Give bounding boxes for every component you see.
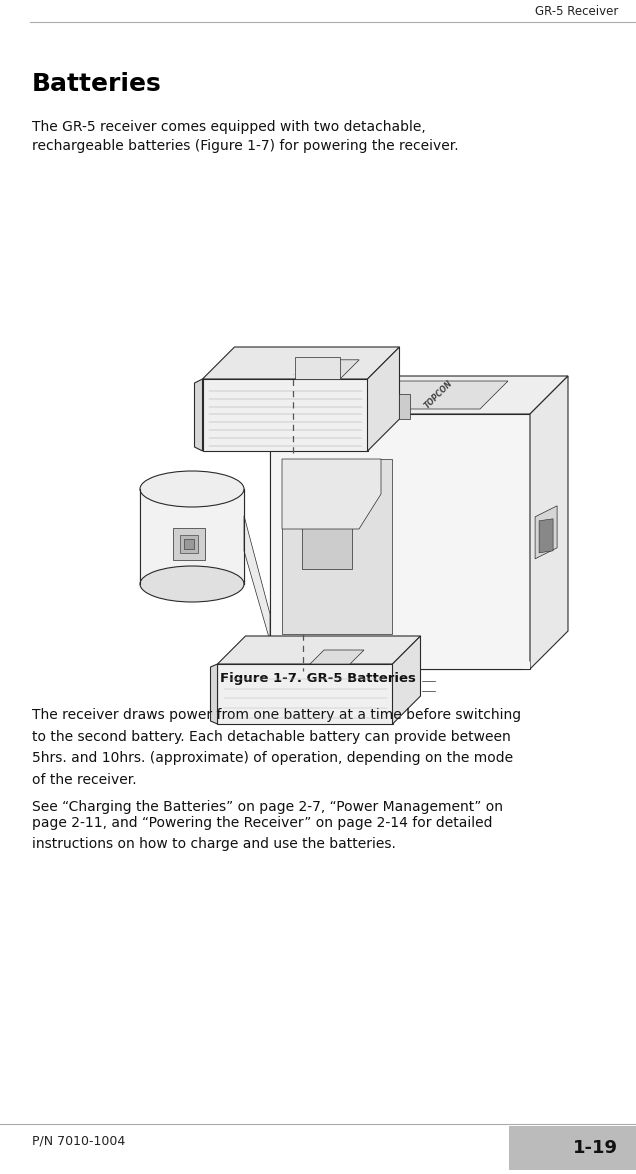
Polygon shape [218,664,392,724]
Text: of the receiver.: of the receiver. [32,772,137,787]
Polygon shape [295,357,340,379]
Text: TOPCON: TOPCON [423,379,455,411]
Text: 5hrs. and 10hrs. (approximate) of operation, depending on the mode: 5hrs. and 10hrs. (approximate) of operat… [32,751,513,765]
Polygon shape [370,382,508,409]
Polygon shape [180,535,198,553]
Ellipse shape [326,386,347,399]
Polygon shape [539,519,553,553]
Ellipse shape [544,605,554,621]
Polygon shape [202,379,368,451]
Polygon shape [270,376,568,414]
Polygon shape [211,664,218,724]
FancyBboxPatch shape [509,1126,636,1170]
Polygon shape [195,379,202,451]
Text: The GR-5 receiver comes equipped with two detachable,
rechargeable batteries (Fi: The GR-5 receiver comes equipped with tw… [32,120,459,153]
Polygon shape [530,376,568,669]
Polygon shape [173,528,205,560]
Ellipse shape [543,448,555,471]
Text: Figure 1-7. GR-5 Batteries: Figure 1-7. GR-5 Batteries [220,672,416,684]
Polygon shape [399,393,410,419]
Text: to the second battery. Each detachable battery can provide between: to the second battery. Each detachable b… [32,729,511,743]
Ellipse shape [140,471,244,507]
Polygon shape [392,636,420,724]
Text: Batteries: Batteries [32,72,162,96]
Text: See “Charging the Batteries” on page 2-7, “Power Management” on: See “Charging the Batteries” on page 2-7… [32,799,503,814]
Polygon shape [218,636,420,664]
Text: page 2-11, and “Powering the Receiver” on page 2-14 for detailed: page 2-11, and “Powering the Receiver” o… [32,816,492,830]
Text: instructions on how to charge and use the batteries.: instructions on how to charge and use th… [32,837,396,851]
Text: GR-5 Receiver: GR-5 Receiver [535,5,618,18]
Text: 1-19: 1-19 [573,1139,618,1158]
Polygon shape [270,661,278,669]
Polygon shape [368,348,399,451]
Polygon shape [535,506,557,559]
Text: P/N 7010-1004: P/N 7010-1004 [32,1134,125,1147]
Polygon shape [270,414,530,669]
Polygon shape [302,519,352,569]
Ellipse shape [140,566,244,602]
Polygon shape [244,515,270,641]
Polygon shape [295,359,359,379]
Polygon shape [282,459,381,529]
Text: The receiver draws power from one battery at a time before switching: The receiver draws power from one batter… [32,708,521,722]
Polygon shape [310,650,364,664]
Polygon shape [522,661,530,669]
Polygon shape [184,539,194,549]
Polygon shape [202,348,399,379]
Polygon shape [140,490,244,583]
Polygon shape [282,459,392,634]
